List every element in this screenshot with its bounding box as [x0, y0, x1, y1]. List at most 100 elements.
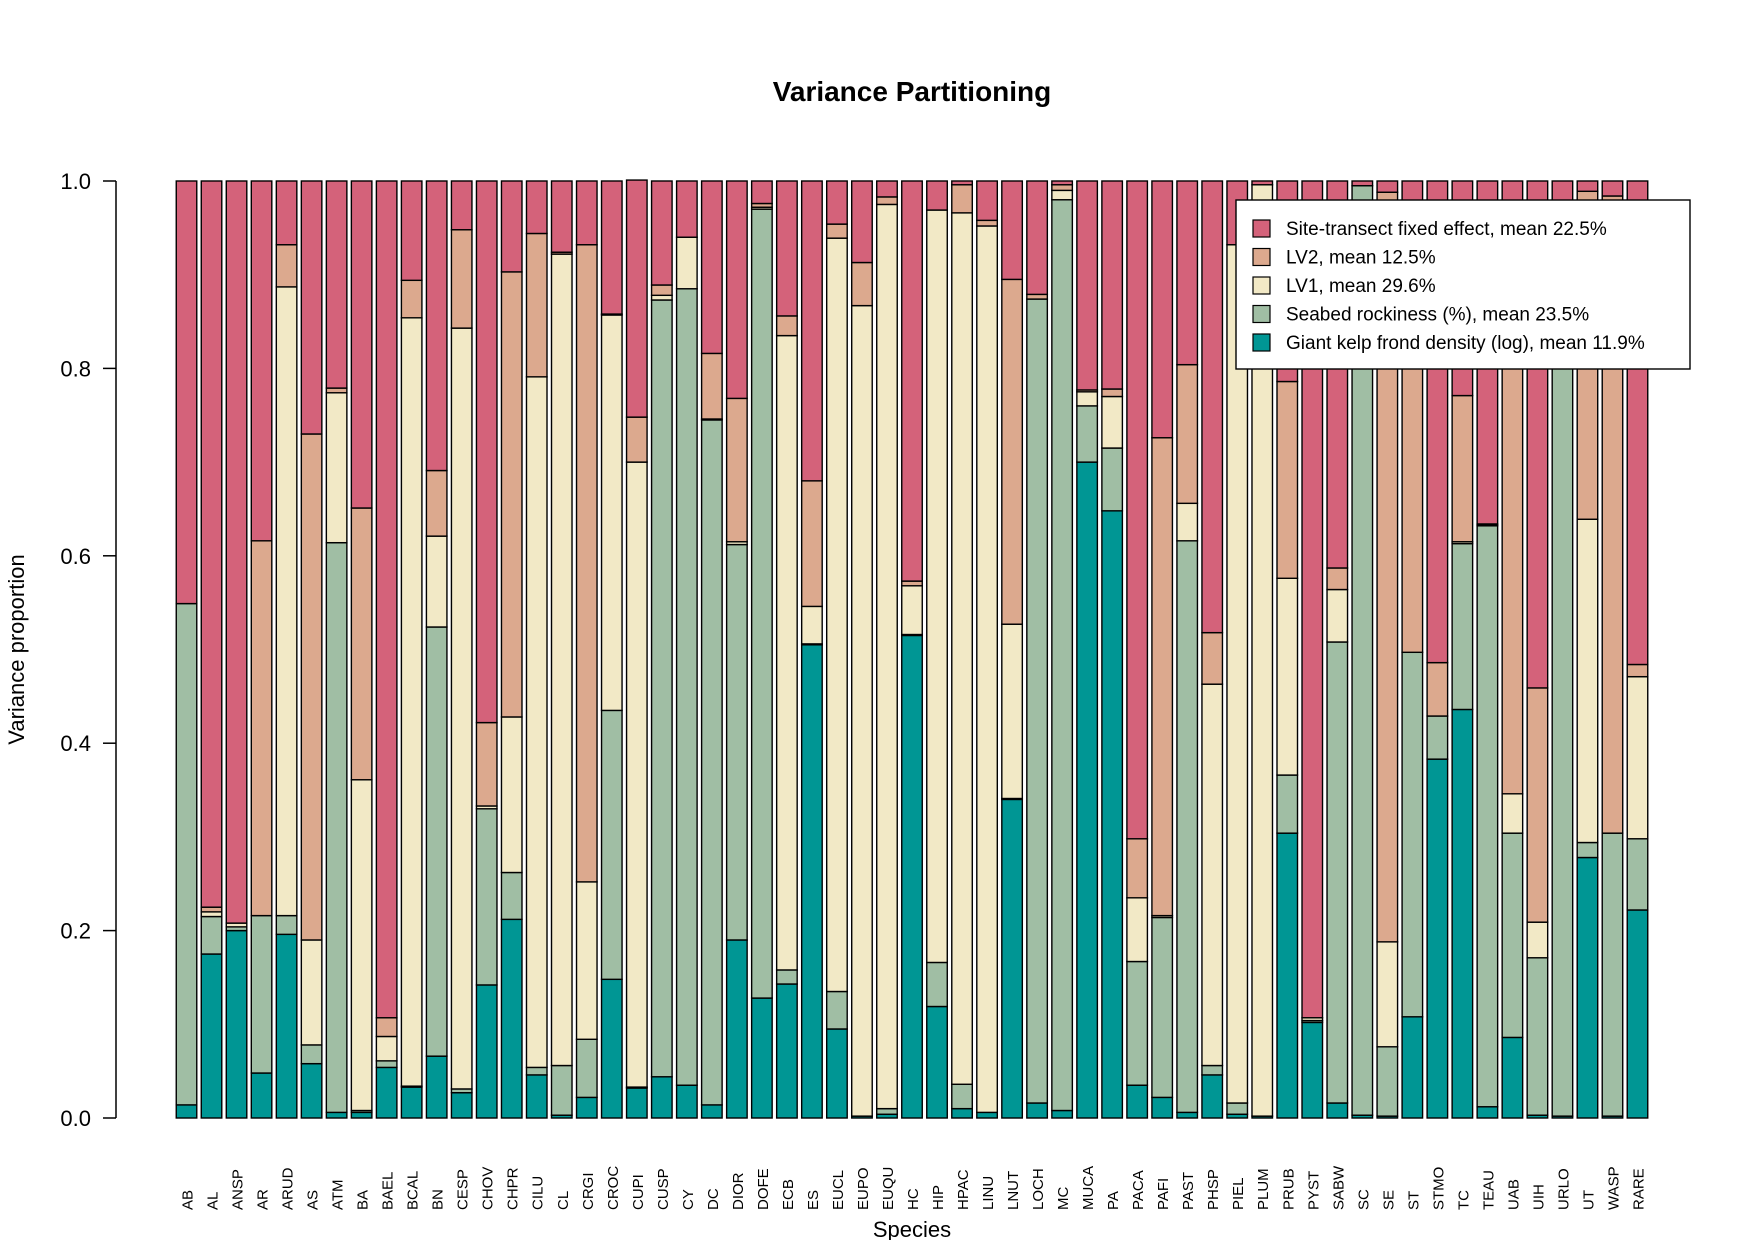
- bar-segment-3: [1526, 687, 1549, 923]
- bar-segment-2: [1276, 577, 1299, 776]
- bar-segment-3: [1426, 661, 1449, 717]
- bar-segment-4: [550, 180, 573, 253]
- bar-segment-0: [1026, 1102, 1049, 1119]
- y-axis-label: Variance proportion: [4, 554, 29, 744]
- bar-segment-2: [300, 939, 323, 1046]
- bar-segment-0: [625, 1087, 648, 1119]
- bar-segment-0: [1501, 1036, 1524, 1119]
- x-tick-label: PAFI: [1155, 1178, 1172, 1210]
- bar-segment-2: [450, 327, 473, 1090]
- bar-segment-1: [1126, 960, 1149, 1086]
- bar-segment-4: [725, 180, 748, 400]
- bar-segment-2: [600, 314, 623, 712]
- bar-segment-0: [175, 1104, 198, 1119]
- bar-segment-4: [1376, 180, 1399, 193]
- bar-HC: [901, 180, 923, 1119]
- bar-segment-3: [976, 219, 999, 227]
- bar-segment-4: [475, 180, 498, 724]
- bar-segment-4: [1576, 180, 1599, 193]
- bar-segment-3: [625, 416, 648, 463]
- bar-AR: [250, 180, 273, 1119]
- bar-segment-1: [600, 709, 623, 981]
- bar-EUCL: [825, 180, 848, 1119]
- x-tick-label: URLO: [1555, 1168, 1572, 1210]
- bar-segment-1: [175, 602, 198, 1106]
- legend-label: Site-transect fixed effect, mean 22.5%: [1286, 219, 1607, 240]
- x-tick-label: RARE: [1630, 1168, 1647, 1210]
- bar-MUCA: [1076, 180, 1099, 1119]
- bar-segment-1: [500, 871, 523, 921]
- bar-ARUD: [275, 180, 298, 1119]
- bar-BCAL: [400, 180, 423, 1119]
- bar-PA: [1101, 180, 1124, 1119]
- bar-segment-1: [1176, 540, 1199, 1114]
- bar-segment-4: [851, 180, 873, 264]
- bar-segment-2: [800, 605, 823, 645]
- bar-segment-0: [750, 997, 773, 1119]
- bar-segment-2: [275, 286, 298, 917]
- legend-box: [1235, 199, 1691, 370]
- bar-segment-2: [876, 203, 898, 1110]
- bar-segment-0: [901, 634, 923, 1119]
- x-tick-label: PACA: [1130, 1170, 1147, 1210]
- bar-segment-2: [675, 236, 698, 290]
- bar-segment-2: [1201, 683, 1224, 1067]
- bar-segment-4: [450, 180, 473, 231]
- bar-segment-4: [1051, 180, 1074, 186]
- x-tick-label: SE: [1380, 1190, 1397, 1210]
- x-tick-label: DC: [705, 1188, 722, 1210]
- bar-segment-1: [1501, 832, 1524, 1039]
- bar-segment-2: [500, 716, 523, 874]
- bar-CY: [675, 180, 698, 1119]
- x-tick-label: LOCH: [1030, 1168, 1047, 1210]
- x-tick-label: PIEL: [1230, 1177, 1247, 1210]
- x-tick-label: PYST: [1305, 1171, 1322, 1210]
- x-tick-label: CHPR: [505, 1167, 522, 1210]
- bar-BN: [425, 180, 448, 1119]
- bar-segment-1: [775, 969, 798, 985]
- x-tick-label: ANSP: [230, 1169, 247, 1210]
- bar-HIP: [926, 180, 948, 1119]
- legend-swatch: [1252, 247, 1271, 267]
- bar-segment-3: [650, 284, 673, 297]
- bar-segment-1: [1076, 405, 1099, 463]
- bar-segment-2: [1001, 623, 1024, 800]
- x-tick-label: CY: [680, 1189, 697, 1210]
- bar-DC: [700, 180, 723, 1119]
- x-tick-label: LINU: [980, 1176, 997, 1210]
- legend-item: Giant kelp frond density (log), mean 11.…: [1252, 333, 1645, 354]
- legend-item: LV2, mean 12.5%: [1252, 247, 1436, 269]
- bar-segment-0: [825, 1028, 848, 1119]
- bar-segment-4: [675, 180, 698, 238]
- bar-segment-1: [525, 1066, 548, 1076]
- bar-segment-4: [1176, 180, 1199, 366]
- bar-segment-3: [1151, 437, 1174, 917]
- bar-segment-3: [775, 315, 798, 337]
- x-tick-label: WASP: [1605, 1166, 1622, 1210]
- bar-DIOR: [725, 180, 748, 1119]
- x-tick-label: PRUB: [1280, 1168, 1297, 1210]
- y-tick-label: 1.0: [60, 169, 91, 194]
- bar-segment-1: [300, 1044, 323, 1065]
- bar-segment-1: [825, 990, 848, 1030]
- bar-segment-1: [951, 1083, 973, 1110]
- bar-segment-1: [550, 1064, 573, 1116]
- bar-segment-4: [700, 180, 723, 355]
- bar-segment-1: [200, 915, 223, 955]
- bar-segment-2: [851, 304, 873, 1117]
- bar-segment-0: [1201, 1074, 1224, 1119]
- x-tick-label: CILU: [530, 1176, 547, 1210]
- bar-segment-2: [951, 212, 973, 1085]
- legend-label: Seabed rockiness (%), mean 23.5%: [1286, 305, 1589, 326]
- bar-segment-4: [775, 180, 798, 317]
- bar-segment-1: [1151, 916, 1174, 1099]
- x-tick-label: AL: [205, 1192, 222, 1210]
- bar-segment-4: [976, 180, 999, 222]
- bar-segment-4: [175, 180, 198, 605]
- x-tick-label: PA: [1105, 1191, 1122, 1210]
- bar-segment-2: [901, 585, 923, 636]
- x-tick-label: HC: [905, 1188, 922, 1210]
- bar-segment-2: [425, 535, 448, 628]
- bar-segment-0: [300, 1062, 323, 1119]
- bar-segment-4: [926, 180, 948, 211]
